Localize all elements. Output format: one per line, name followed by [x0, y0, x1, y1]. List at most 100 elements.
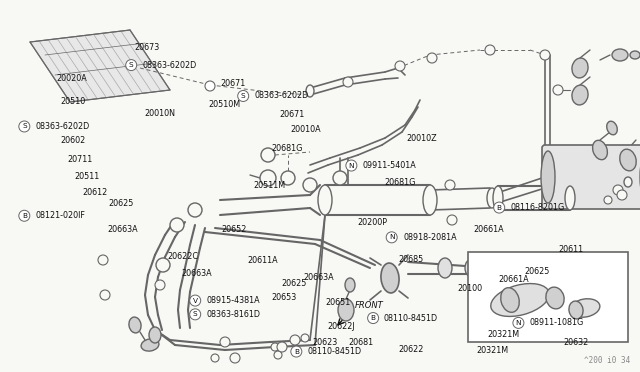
Circle shape [125, 60, 137, 71]
Circle shape [220, 337, 230, 347]
Ellipse shape [546, 287, 564, 309]
Ellipse shape [465, 260, 475, 276]
Text: 20681G: 20681G [384, 178, 415, 187]
Text: 08363-6202D: 08363-6202D [255, 92, 309, 100]
Text: 20510: 20510 [61, 97, 86, 106]
Ellipse shape [624, 177, 632, 187]
Circle shape [211, 354, 219, 362]
Ellipse shape [607, 121, 617, 135]
Ellipse shape [423, 185, 437, 215]
Circle shape [333, 171, 347, 185]
Text: V: V [193, 298, 198, 304]
Text: 20020A: 20020A [56, 74, 87, 83]
Ellipse shape [129, 317, 141, 333]
Ellipse shape [338, 299, 354, 321]
Ellipse shape [572, 85, 588, 105]
Text: 20010N: 20010N [145, 109, 175, 118]
Text: 20625: 20625 [109, 199, 134, 208]
Circle shape [230, 353, 240, 363]
Text: 20673: 20673 [134, 43, 159, 52]
Ellipse shape [569, 301, 583, 319]
Ellipse shape [570, 299, 600, 317]
Text: 20661A: 20661A [474, 225, 504, 234]
Ellipse shape [541, 151, 555, 203]
Circle shape [19, 210, 30, 221]
Text: S: S [22, 124, 27, 129]
Circle shape [540, 50, 550, 60]
Text: 20661A: 20661A [498, 275, 529, 283]
Bar [468, 252, 628, 342]
Text: B: B [497, 205, 502, 211]
Circle shape [261, 148, 275, 162]
Text: N: N [516, 320, 521, 326]
Ellipse shape [565, 186, 575, 210]
Circle shape [274, 351, 282, 359]
Circle shape [553, 85, 563, 95]
Circle shape [303, 178, 317, 192]
Circle shape [98, 255, 108, 265]
Text: 20100: 20100 [457, 284, 482, 293]
Text: 08363-8161D: 08363-8161D [207, 310, 260, 319]
Ellipse shape [491, 283, 549, 317]
Ellipse shape [620, 149, 636, 171]
Text: 20652: 20652 [221, 225, 247, 234]
Text: B: B [371, 315, 376, 321]
Ellipse shape [438, 258, 452, 278]
Circle shape [445, 180, 455, 190]
Text: 20632: 20632 [563, 338, 588, 347]
Ellipse shape [381, 263, 399, 293]
Ellipse shape [487, 188, 497, 208]
Circle shape [237, 90, 249, 102]
Circle shape [447, 215, 457, 225]
Text: 20200P: 20200P [357, 218, 387, 227]
Text: 20685: 20685 [398, 255, 423, 264]
Circle shape [291, 346, 302, 357]
Text: 08110-8451D: 08110-8451D [384, 314, 438, 323]
Ellipse shape [345, 278, 355, 292]
Text: 08110-8451D: 08110-8451D [308, 347, 362, 356]
Text: 20625: 20625 [525, 267, 550, 276]
Text: 09911-5401A: 09911-5401A [363, 161, 417, 170]
Circle shape [260, 170, 276, 186]
Circle shape [271, 343, 279, 351]
Text: S: S [129, 62, 134, 68]
Text: 08911-1081G: 08911-1081G [530, 318, 584, 327]
Text: 20622: 20622 [398, 345, 424, 354]
Circle shape [395, 61, 405, 71]
Circle shape [481, 275, 491, 285]
Circle shape [156, 258, 170, 272]
Text: 20321M: 20321M [488, 330, 520, 339]
Text: 20623: 20623 [312, 338, 337, 347]
Text: 20611: 20611 [558, 246, 583, 254]
Ellipse shape [493, 186, 503, 210]
Circle shape [170, 218, 184, 232]
Text: 20663A: 20663A [108, 225, 138, 234]
Text: FRONT: FRONT [355, 301, 384, 310]
Text: 20663A: 20663A [303, 273, 334, 282]
Ellipse shape [500, 288, 519, 312]
Text: S: S [241, 93, 246, 99]
Circle shape [513, 317, 524, 328]
Circle shape [493, 202, 505, 213]
FancyBboxPatch shape [542, 145, 640, 209]
Text: 20653: 20653 [271, 293, 296, 302]
Circle shape [189, 295, 201, 306]
Text: 20511M: 20511M [253, 182, 285, 190]
Circle shape [386, 232, 397, 243]
Circle shape [346, 160, 357, 171]
Text: 20010A: 20010A [291, 125, 321, 134]
Text: 20010Z: 20010Z [406, 134, 437, 143]
Ellipse shape [141, 339, 159, 351]
Circle shape [19, 121, 30, 132]
Text: B: B [294, 349, 299, 355]
Text: 08363-6202D: 08363-6202D [35, 122, 90, 131]
Circle shape [301, 334, 309, 342]
Polygon shape [30, 30, 170, 102]
Text: B: B [22, 213, 27, 219]
Ellipse shape [149, 327, 161, 343]
Text: 20625: 20625 [282, 279, 307, 288]
Ellipse shape [489, 264, 499, 278]
Text: 20711: 20711 [68, 155, 93, 164]
Circle shape [613, 185, 623, 195]
Text: 08363-6202D: 08363-6202D [143, 61, 197, 70]
